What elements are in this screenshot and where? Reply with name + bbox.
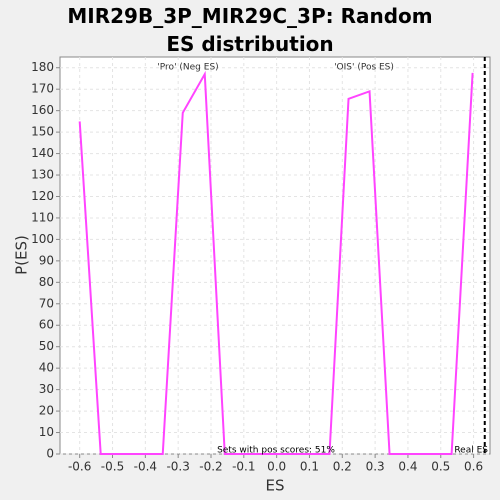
y-tick-label: 110: [31, 210, 54, 224]
y-tick-label: 10: [39, 425, 54, 439]
real-es-label: Real ES: [454, 446, 488, 456]
x-tick-label: -0.2: [199, 460, 222, 474]
series-line: [78, 70, 474, 455]
y-tick-label: 120: [31, 189, 54, 203]
x-tick-label: -0.1: [232, 460, 255, 474]
neg-label: 'Pro' (Neg ES): [157, 63, 218, 73]
y-tick-label: 150: [31, 125, 54, 139]
chart-title: MIR29B_3P_MIR29C_3P: Random ES distribut…: [67, 4, 433, 56]
y-tick-label: 180: [31, 60, 54, 74]
y-tick-label: 100: [31, 232, 54, 246]
y-tick-label: 30: [39, 382, 54, 396]
y-tick-label: 160: [31, 103, 54, 117]
x-tick-label: -0.3: [166, 460, 189, 474]
y-tick-label: 170: [31, 82, 54, 96]
note: Sets with pos scores: 51%: [217, 446, 335, 456]
y-tick-label: 60: [39, 318, 54, 332]
x-tick-label: 0.6: [464, 460, 483, 474]
x-tick-label: -0.5: [101, 460, 124, 474]
x-axis-label: ES: [266, 477, 285, 495]
y-tick-label: 40: [39, 361, 54, 375]
x-tick-label: 0.3: [366, 460, 385, 474]
y-tick-label: 80: [39, 275, 54, 289]
x-tick-label: -0.4: [134, 460, 157, 474]
y-tick-label: 70: [39, 296, 54, 310]
y-tick-label: 0: [46, 447, 54, 461]
x-tick-label: 0.0: [267, 460, 286, 474]
y-tick-label: 140: [31, 146, 54, 160]
x-tick-label: 0.1: [300, 460, 319, 474]
x-tick-label: 0.5: [431, 460, 450, 474]
plot-area: [59, 56, 491, 455]
y-tick-label: 50: [39, 339, 54, 353]
x-tick-label: 0.2: [333, 460, 352, 474]
y-axis-label: P(ES): [13, 235, 31, 275]
y-tick-label: 90: [39, 253, 54, 267]
pos-label: 'OIS' (Pos ES): [334, 63, 394, 73]
y-tick-label: 20: [39, 404, 54, 418]
y-tick-label: 130: [31, 168, 54, 182]
x-tick-label: 0.4: [398, 460, 417, 474]
x-tick-label: -0.6: [68, 460, 91, 474]
